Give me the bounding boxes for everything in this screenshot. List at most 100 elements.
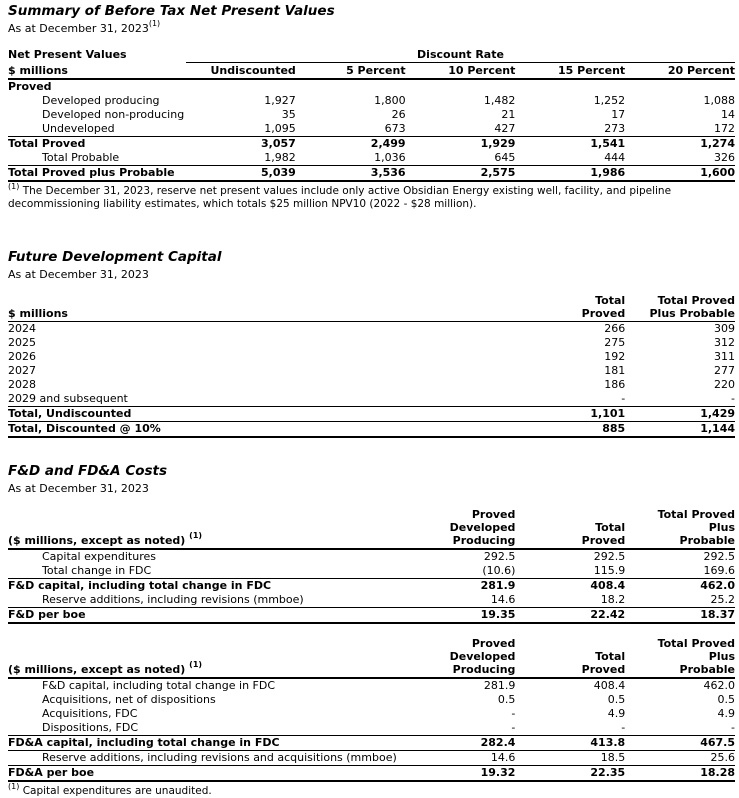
row-label: Total, Undiscounted [8,407,132,420]
fd-table-body: Capital expenditures 292.5 292.5 292.5 Total… [8,550,735,624]
cell-value: 1,929 [480,137,516,150]
cell-value: 17 [611,108,626,121]
table-row: 2026 192 311 [8,350,735,364]
cell-value: 22.42 [590,608,626,621]
fd-table: ($ millions, except as noted) (1) Proved… [8,508,735,624]
table-row: Proved [8,80,735,94]
row-label: Developed producing [42,94,160,107]
row-label: 2027 [8,364,36,377]
cell-value: 311 [714,350,735,363]
cell-value: 25.6 [710,751,736,764]
fd-table-header: ($ millions, except as noted) (1) Proved… [8,508,735,550]
cell-value: 1,927 [264,94,296,107]
cell-value: 35 [281,108,296,121]
cell-value: 462.0 [703,679,736,692]
cell-value: 14 [720,108,735,121]
as-at-date: As at December 31, 2023 [8,482,149,495]
cell-value: 645 [494,151,516,164]
cell-value: 4.9 [607,707,626,720]
npv-table: Net Present Values Discount Rate $ milli… [8,48,735,182]
row-label: Undeveloped [42,122,115,135]
table-row: Acquisitions, net of dispositions 0.5 0.5 0… [8,693,735,707]
table-row: FD&A capital, including total change in … [8,736,735,751]
cell-value: 3,057 [261,137,296,150]
cell-value: (10.6) [482,564,516,577]
cell-value: 181 [604,364,626,377]
cell-value: 282.4 [480,736,516,749]
table-row: Developed producing 1,927 1,800 1,482 1,252 1… [8,94,735,108]
footnote-marker: (1) [148,19,161,29]
footnote: (1) The December 31, 2023, reserve net p… [8,181,672,210]
table-left-header: $ millions [8,307,68,320]
cell-value: 0.5 [717,693,736,706]
cell-value: 115.9 [593,564,626,577]
cell-value: 413.8 [590,736,626,749]
cell-value: 273 [604,122,626,135]
cell-value: 1,982 [264,151,296,164]
cell-value: 22.35 [590,766,626,779]
column-header: 15 Percent [558,64,626,77]
table-row: F&D capital, including total change in F… [8,679,735,693]
column-header: Proved Developed Producing [449,508,516,547]
row-label: Proved [8,80,52,93]
row-label: F&D per boe [8,608,86,621]
row-label: 2026 [8,350,36,363]
cell-value: 312 [714,336,735,349]
row-label: Reserve additions, including revisions (… [42,593,304,606]
footnote: (1) Capital expenditures are unaudited. [8,781,212,797]
table-row: 2029 and subsequent - - [8,392,735,407]
row-label: Capital expenditures [42,550,156,563]
column-header: 5 Percent [346,64,406,77]
cell-value: 408.4 [593,679,626,692]
cell-value: 2,575 [480,166,516,179]
cell-value: 19.35 [480,608,516,621]
as-at-date: As at December 31, 2023 [8,268,149,281]
column-header: Total Proved [581,294,626,320]
footnote-marker: (1) [189,531,203,541]
cell-value: 172 [713,122,735,135]
row-label: FD&A per boe [8,766,95,779]
cell-value: 220 [714,378,735,391]
section-fd-fda: F&D and FD&A Costs As at December 31, 20… [8,463,735,798]
cell-value: 292.5 [703,550,736,563]
footnote-marker: (1) [8,781,20,791]
cell-value: - [621,721,626,734]
table-row: Total Proved 3,057 2,499 1,929 1,541 1,274 [8,137,735,151]
table-left-header: $ millions [8,64,68,77]
cell-value: 1,482 [483,94,516,107]
table-row: Total Probable 1,982 1,036 645 444 326 [8,151,735,166]
npv-table-body: Proved Developed producing 1,927 1,800 1,482… [8,80,735,182]
row-label: Reserve additions, including revisions a… [42,751,397,764]
cell-value: 169.6 [703,564,736,577]
cell-value: 18.5 [600,751,626,764]
table-row: Reserve additions, including revisions a… [8,751,735,766]
cell-value: 1,144 [700,422,735,435]
table-row: F&D per boe 19.35 22.42 18.37 [8,608,735,624]
column-header: Total Proved Plus Probable [657,637,735,676]
table-row: 2024 266 309 [8,322,735,336]
cell-value: - [511,707,516,720]
cell-value: 3,536 [370,166,406,179]
table-row: Total Proved plus Probable 5,039 3,536 2,57… [8,166,735,182]
table-left-header: ($ millions, except as noted) (1) [8,531,203,547]
row-label: Acquisitions, FDC [42,707,138,720]
cell-value: 444 [604,151,626,164]
section-title: Summary of Before Tax Net Present Values [8,3,335,19]
column-header: 20 Percent [667,64,735,77]
cell-value: 19.32 [480,766,516,779]
cell-value: - [621,392,626,405]
table-row: Undeveloped 1,095 673 427 273 172 [8,122,735,137]
column-header: Total Proved Plus Probable [649,294,736,320]
table-row: 2028 186 220 [8,378,735,392]
cell-value: 186 [604,378,626,391]
cell-value: 18.37 [700,608,735,621]
row-label: Dispositions, FDC [42,721,139,734]
row-label: Total Probable [42,151,120,164]
section-fdc: Future Development Capital As at Decembe… [8,249,735,438]
npv-table-header: Net Present Values Discount Rate $ milli… [8,48,735,80]
footnote-marker: (1) [8,181,20,191]
cell-value: 427 [494,122,516,135]
column-header: Total Proved [581,521,626,547]
cell-value: 309 [714,322,735,335]
